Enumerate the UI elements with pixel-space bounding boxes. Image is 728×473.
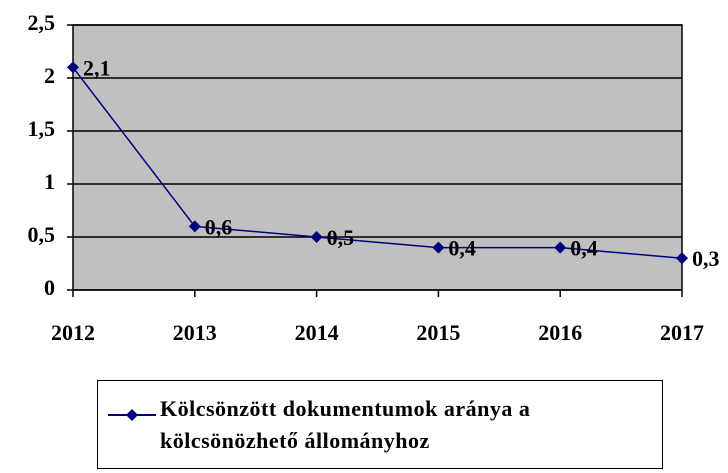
chart: 0 0,5 1 1,5 2 2,5 2012 2013 2014 2015 2016 2017 2,1 0… xyxy=(28,10,720,345)
series-line xyxy=(72,66,683,259)
y-tick-label: 0 xyxy=(44,275,55,300)
x-tick-label: 2014 xyxy=(295,320,339,345)
data-label: 0,5 xyxy=(327,225,355,250)
y-tick-label: 1 xyxy=(44,169,55,194)
legend-marker xyxy=(108,409,156,421)
data-point xyxy=(432,241,445,254)
legend-diamond xyxy=(126,409,138,421)
y-tick-label: 2,5 xyxy=(28,10,56,35)
data-label: 0,4 xyxy=(570,236,598,261)
data-point xyxy=(676,252,688,265)
x-tick-label: 2013 xyxy=(173,320,217,345)
x-tick-label: 2015 xyxy=(416,320,460,345)
data-point xyxy=(310,231,323,243)
data-point xyxy=(554,241,567,254)
data-label: 2,1 xyxy=(83,55,111,80)
legend-label: Kölcsönzött dokumentumok aránya a kölcsö… xyxy=(160,396,531,453)
data-point xyxy=(67,61,79,74)
legend: Kölcsönzött dokumentumok aránya a kölcsö… xyxy=(97,380,663,469)
x-tick-label: 2017 xyxy=(660,320,704,345)
x-tick-label: 2012 xyxy=(51,320,95,345)
data-label: 0,3 xyxy=(692,246,720,271)
y-tick-label: 1,5 xyxy=(28,116,56,141)
data-label: 0,6 xyxy=(205,214,233,239)
data-point xyxy=(188,220,201,233)
x-tick-label: 2016 xyxy=(538,320,582,345)
data-label: 0,4 xyxy=(448,236,476,261)
y-tick-label: 2 xyxy=(44,63,55,88)
plot-area xyxy=(72,24,683,291)
y-tick-label: 0,5 xyxy=(28,222,56,247)
